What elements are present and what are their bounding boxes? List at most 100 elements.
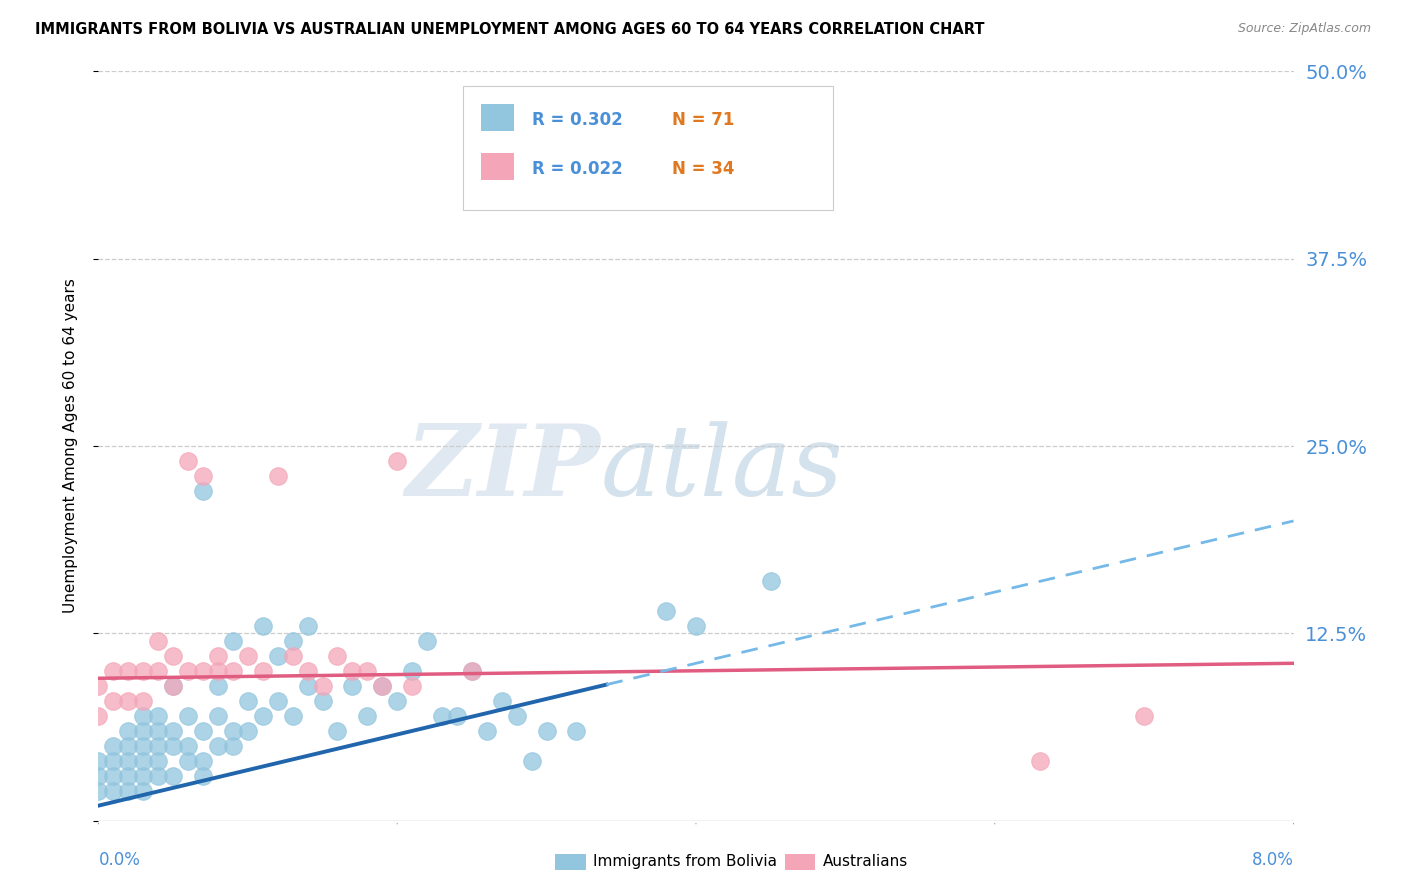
Point [759,574,782,588]
Point [430,708,453,723]
Point [326,648,349,663]
Point [207,648,229,663]
Point [267,648,290,663]
Point [132,754,155,768]
FancyBboxPatch shape [463,87,834,210]
Point [222,723,245,738]
Y-axis label: Unemployment Among Ages 60 to 64 years: Unemployment Among Ages 60 to 64 years [63,278,77,614]
Point [191,469,214,483]
Text: R = 0.302: R = 0.302 [533,112,623,129]
Point [1133,708,1156,723]
Point [520,754,543,768]
Point [1028,754,1050,768]
Point [311,679,333,693]
Text: N = 71: N = 71 [672,112,734,129]
Point [148,664,170,678]
Point [416,633,439,648]
Point [207,739,229,753]
Point [267,694,290,708]
Point [177,754,200,768]
Text: ZIP: ZIP [405,420,600,516]
Point [595,139,617,153]
Text: Australians: Australians [823,855,908,869]
Text: 0.0%: 0.0% [98,851,141,869]
Point [446,708,468,723]
Point [236,723,259,738]
Point [297,619,319,633]
Point [401,679,423,693]
Point [191,664,214,678]
Point [506,708,529,723]
Point [117,723,139,738]
Point [475,723,498,738]
Point [87,769,110,783]
Text: atlas: atlas [600,421,844,516]
Point [177,739,200,753]
Text: Source: ZipAtlas.com: Source: ZipAtlas.com [1237,22,1371,36]
Text: N = 34: N = 34 [672,160,734,178]
Point [207,679,229,693]
Point [222,664,245,678]
Text: Immigrants from Bolivia: Immigrants from Bolivia [593,855,778,869]
Point [236,648,259,663]
Point [132,783,155,797]
Point [297,664,319,678]
Point [207,664,229,678]
Point [162,769,184,783]
Point [281,648,304,663]
Point [177,454,200,468]
Point [252,664,274,678]
Point [297,679,319,693]
Point [536,723,558,738]
Point [191,723,214,738]
Point [162,648,184,663]
Point [685,619,707,633]
Point [162,679,184,693]
Point [148,739,170,753]
Point [222,739,245,753]
Point [655,604,678,618]
Point [103,739,125,753]
Point [207,708,229,723]
Point [191,483,214,498]
Point [385,694,409,708]
Point [117,783,139,797]
Point [148,708,170,723]
Point [117,754,139,768]
Point [148,754,170,768]
Point [342,664,364,678]
Point [252,708,274,723]
Point [491,694,513,708]
Point [162,723,184,738]
Point [117,769,139,783]
FancyBboxPatch shape [481,104,515,131]
Point [311,694,333,708]
Point [267,469,290,483]
Point [191,769,214,783]
Point [191,754,214,768]
Point [148,723,170,738]
Point [461,664,484,678]
Point [103,769,125,783]
Point [236,694,259,708]
Point [132,739,155,753]
Point [281,633,304,648]
Point [117,664,139,678]
Point [87,754,110,768]
Point [132,708,155,723]
Point [132,694,155,708]
Text: R = 0.022: R = 0.022 [533,160,623,178]
Point [103,783,125,797]
Point [177,664,200,678]
Text: 8.0%: 8.0% [1251,851,1294,869]
Point [132,723,155,738]
Point [87,679,110,693]
Point [281,708,304,723]
Point [117,694,139,708]
Point [252,619,274,633]
Point [132,664,155,678]
Point [356,664,378,678]
Point [565,723,588,738]
FancyBboxPatch shape [481,153,515,180]
Point [103,694,125,708]
